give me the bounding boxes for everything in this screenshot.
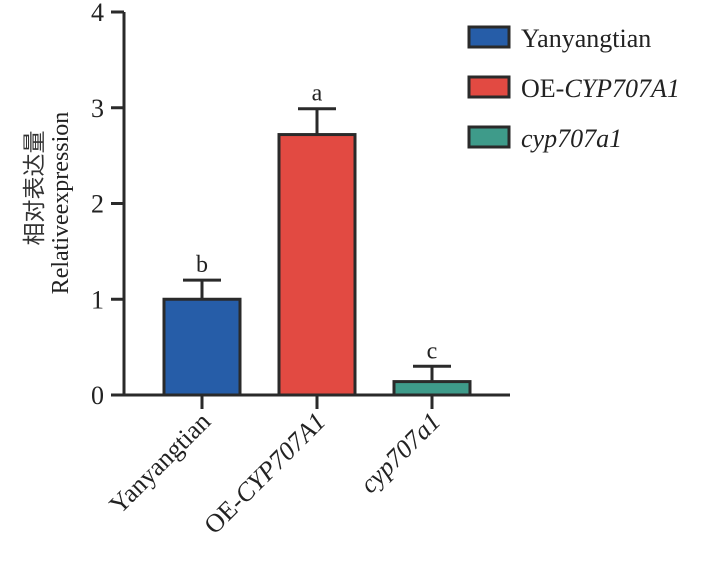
bar xyxy=(277,133,357,397)
y-axis-title-cn: 相对表达量 xyxy=(22,131,48,246)
y-tick-label: 4 xyxy=(91,0,104,27)
bar xyxy=(162,297,242,397)
significance-label: b xyxy=(196,252,208,278)
legend-swatch xyxy=(467,125,511,149)
y-tick-label: 2 xyxy=(91,190,104,219)
y-tick-label: 3 xyxy=(91,94,104,123)
bars: b a c xyxy=(162,81,472,397)
significance-label: c xyxy=(427,338,438,364)
y-tick-label: 0 xyxy=(91,381,104,410)
legend-label: cyp707a1 xyxy=(521,124,622,153)
x-tick-label: Yanyangtian xyxy=(104,407,217,520)
legend-swatch xyxy=(467,75,511,99)
legend-label: OE-CYP707A1 xyxy=(521,74,680,103)
legend: Yanyangtian OE-CYP707A1 cyp707a1 xyxy=(467,24,680,153)
significance-label: a xyxy=(312,81,323,107)
y-axis: 0 1 2 3 4 xyxy=(91,0,126,410)
bar xyxy=(392,380,472,397)
y-axis-title: 相对表达量 Relativeexpression xyxy=(22,112,74,295)
y-axis-title-en: Relativeexpression xyxy=(48,112,74,295)
y-tick-label: 1 xyxy=(91,285,104,314)
x-tick-label: cyp707a1 xyxy=(354,407,446,499)
legend-swatch xyxy=(467,25,511,49)
x-tick-label: OE-CYP707A1 xyxy=(198,407,331,540)
legend-label: Yanyangtian xyxy=(521,24,651,53)
